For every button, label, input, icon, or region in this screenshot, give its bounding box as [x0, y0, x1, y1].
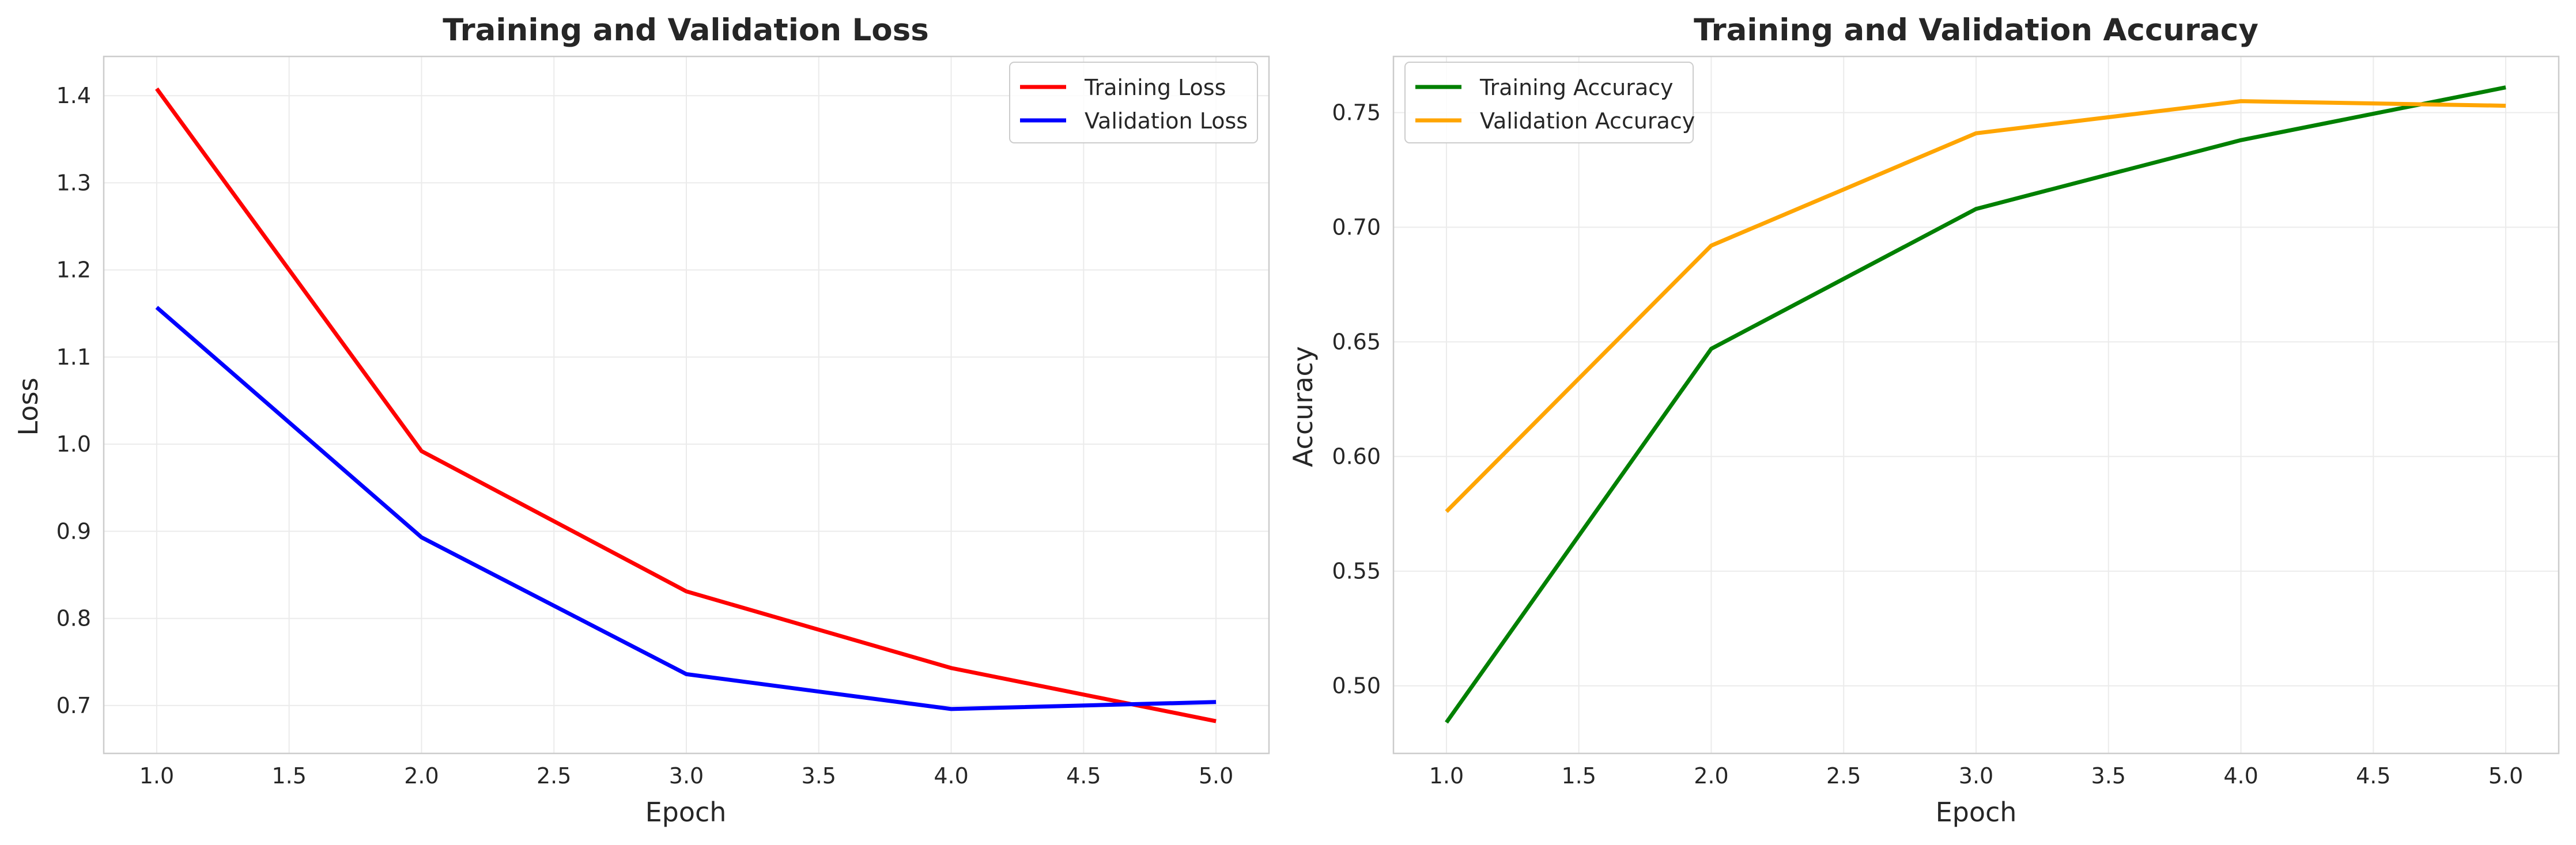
accuracy-chart-xlabel: Epoch [1936, 797, 2017, 828]
loss-y-tick-label: 1.3 [56, 170, 91, 195]
accuracy-chart-ylabel: Accuracy [1287, 346, 1319, 467]
loss-chart-ylabel: Loss [13, 378, 44, 436]
accuracy-legend: Training Accuracy Validation Accuracy [1404, 62, 1695, 143]
loss-x-tick-label: 5.0 [1199, 763, 1233, 789]
loss-legend-label-2: Validation Loss [1085, 108, 1248, 134]
accuracy-x-tick-label: 2.5 [1826, 763, 1861, 789]
loss-legend-box [1009, 62, 1258, 143]
loss-legend: Training Loss Validation Loss [1009, 62, 1258, 143]
accuracy-legend-label-2: Validation Accuracy [1480, 108, 1695, 134]
accuracy-x-tick-label: 1.5 [1561, 763, 1596, 789]
loss-x-tick-label: 4.0 [934, 763, 968, 789]
accuracy-x-tick-label: 5.0 [2488, 763, 2523, 789]
accuracy-y-tick-label: 0.65 [1332, 329, 1381, 355]
loss-series-line-2 [155, 305, 1217, 711]
loss-x-tick-label: 1.5 [271, 763, 306, 789]
loss-series-line-1 [155, 87, 1217, 723]
accuracy-series-line-1 [1445, 85, 2506, 724]
accuracy-x-tick-label: 4.5 [2356, 763, 2390, 789]
accuracy-series-line-2 [1445, 99, 2506, 513]
loss-y-tick-label: 0.8 [56, 606, 91, 631]
loss-chart-title: Training and Validation Loss [443, 13, 929, 48]
accuracy-plot-area: 1.0 1.5 2.0 2.5 3.0 3.5 4.0 4.5 5.0 0.50 0.55 0.60 0… [1332, 55, 2560, 789]
accuracy-chart-panel: Training and Validation Accuracy Accurac… [1287, 13, 2560, 828]
loss-x-tick-label: 3.0 [669, 763, 704, 789]
accuracy-x-tick-label: 1.0 [1429, 763, 1464, 789]
accuracy-legend-box [1404, 62, 1694, 143]
loss-y-tick-label: 1.1 [56, 344, 91, 370]
accuracy-chart-title: Training and Validation Accuracy [1694, 13, 2258, 48]
loss-y-tick-label: 1.2 [56, 257, 91, 283]
accuracy-x-tick-label: 3.5 [2091, 763, 2126, 789]
accuracy-x-tick-label: 3.0 [1959, 763, 1993, 789]
loss-axes-frame [103, 55, 1270, 755]
loss-y-tick-label: 0.9 [56, 518, 91, 544]
loss-legend-label-1: Training Loss [1084, 75, 1226, 100]
accuracy-y-tick-label: 0.75 [1332, 100, 1381, 126]
loss-plot-area: 1.0 1.5 2.0 2.5 3.0 3.5 4.0 4.5 5.0 0.7 0.8 0.9 1.0 1… [56, 55, 1270, 789]
loss-x-tick-label: 2.5 [537, 763, 571, 789]
accuracy-axes-frame [1392, 55, 2560, 755]
accuracy-legend-label-1: Training Accuracy [1479, 75, 1674, 100]
loss-chart-xlabel: Epoch [645, 797, 727, 828]
loss-y-tick-label: 1.0 [56, 431, 91, 457]
loss-y-tick-label: 1.4 [56, 83, 91, 108]
loss-x-tick-label: 3.5 [802, 763, 836, 789]
loss-x-tick-label: 2.0 [404, 763, 439, 789]
accuracy-y-tick-label: 0.60 [1332, 444, 1381, 469]
loss-y-tick-label: 0.7 [56, 693, 91, 718]
accuracy-y-tick-label: 0.55 [1332, 559, 1381, 584]
accuracy-x-tick-label: 4.0 [2223, 763, 2258, 789]
accuracy-y-tick-label: 0.50 [1332, 673, 1381, 699]
accuracy-y-tick-label: 0.70 [1332, 215, 1381, 240]
loss-x-tick-label: 1.0 [139, 763, 174, 789]
accuracy-x-tick-label: 2.0 [1694, 763, 1728, 789]
loss-chart-panel: Training and Validation Loss Loss Epoch … [13, 13, 1270, 828]
loss-x-tick-label: 4.5 [1066, 763, 1101, 789]
